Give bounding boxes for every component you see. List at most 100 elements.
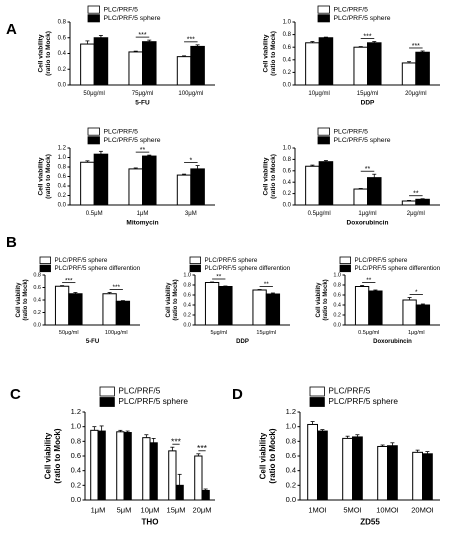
bar <box>123 432 132 501</box>
bar <box>387 445 398 501</box>
x-axis-label: Doxorubincin <box>373 339 412 345</box>
x-axis-label: Doxorubincin <box>347 220 389 227</box>
y-tick-label: 0.0 <box>283 83 292 89</box>
y-tick-label: 0.8 <box>71 436 81 445</box>
bar <box>415 304 431 326</box>
significance-label: * <box>415 289 418 296</box>
significance-label: *** <box>112 284 120 291</box>
panel-letter: A <box>6 21 17 38</box>
x-tick-label: 20μg/ml <box>405 91 426 97</box>
y-axis-label: Cell viability <box>38 157 45 195</box>
y-tick-label: 0.6 <box>58 174 67 180</box>
y-tick-label: 0.6 <box>71 451 81 460</box>
legend-swatch <box>317 5 330 14</box>
y-tick-label: 1.0 <box>283 146 292 152</box>
x-tick-label: 1μg/ml <box>408 330 425 336</box>
legend-swatch <box>317 14 330 23</box>
legend-label: PLC/PRF/5 sphere <box>104 15 161 22</box>
legend-swatch <box>87 5 100 14</box>
bar <box>128 51 143 86</box>
y-tick-label: 1.0 <box>333 272 341 278</box>
y-axis-label: (ratio to Mock) <box>268 428 277 483</box>
legend-swatch <box>317 136 330 145</box>
y-tick-label: 0.8 <box>283 32 292 38</box>
bar <box>318 37 334 86</box>
bar <box>354 286 370 326</box>
legend-label: PLC/PRF/5 sphere differention <box>55 265 141 272</box>
x-tick-label: 1μM <box>91 505 106 514</box>
bar <box>422 453 433 501</box>
x-tick-label: 5μM <box>117 505 132 514</box>
bar <box>93 37 109 86</box>
y-tick-label: 0.4 <box>333 302 341 308</box>
legend-label: PLC/PRF/5 sphere <box>355 257 408 264</box>
legend-label: PLC/PRF/5 sphere <box>334 137 391 144</box>
bar <box>352 436 363 501</box>
significance-label: *** <box>363 33 371 40</box>
bar <box>190 168 205 206</box>
significance-label: *** <box>197 443 208 453</box>
legend-swatch <box>339 256 351 264</box>
legend-swatch <box>87 127 100 136</box>
y-axis-label: (ratio to Mock) <box>45 154 52 199</box>
y-tick-label: 0.4 <box>286 466 296 475</box>
significance-label: ** <box>264 281 270 288</box>
legend-label: PLC/PRF/5 sphere <box>118 396 188 406</box>
y-tick-label: 1.0 <box>283 20 292 26</box>
x-tick-label: 15μM <box>167 505 186 514</box>
y-tick-label: 0.0 <box>71 495 81 504</box>
x-tick-label: 5MOI <box>343 505 361 514</box>
y-axis-label: Cell viability <box>263 157 270 195</box>
bar <box>402 299 417 326</box>
bar <box>102 293 117 326</box>
panel-letter: B <box>6 234 17 251</box>
bar <box>412 451 424 501</box>
bar <box>194 455 203 501</box>
x-tick-label: 10μg/ml <box>308 91 329 97</box>
legend-swatch <box>317 127 330 136</box>
bar <box>80 43 95 86</box>
y-axis-label: Cell viability <box>316 282 322 318</box>
x-tick-label: 2μg/ml <box>407 211 425 217</box>
legend-swatch <box>39 264 51 273</box>
y-tick-label: 0.2 <box>283 70 292 76</box>
x-tick-label: 3μM <box>185 211 197 217</box>
bar <box>204 282 220 326</box>
legend-label: PLC/PRF/5 <box>118 386 160 396</box>
significance-label: *** <box>412 43 420 50</box>
legend-label: PLC/PRF/5 sphere <box>334 15 391 22</box>
y-tick-label: 0.0 <box>33 322 41 328</box>
y-tick-label: 0.8 <box>183 282 191 288</box>
y-tick-label: 0.0 <box>58 203 67 209</box>
x-tick-label: 15μg/ml <box>357 91 378 97</box>
bar <box>54 285 70 326</box>
bar <box>90 429 99 501</box>
y-tick-label: 0.6 <box>283 168 292 174</box>
y-tick-label: 0.2 <box>58 193 67 199</box>
bar <box>353 188 369 206</box>
significance-label: *** <box>187 37 195 44</box>
y-tick-label: 1.0 <box>58 155 67 161</box>
y-tick-label: 0.8 <box>58 20 67 26</box>
y-tick-label: 0.6 <box>286 451 296 460</box>
y-axis-label: Cell viability <box>166 282 172 318</box>
legend-swatch <box>87 136 100 145</box>
bar <box>252 289 267 326</box>
legend-swatch <box>99 397 115 407</box>
y-tick-label: 0.6 <box>33 285 41 291</box>
x-axis-label: Mitomycin <box>126 220 158 227</box>
legend-label: PLC/PRF/5 sphere <box>205 257 258 264</box>
bar <box>93 153 109 206</box>
y-axis-label: Cell viability <box>263 34 270 72</box>
x-tick-label: 1MOI <box>308 505 326 514</box>
bar <box>377 445 389 501</box>
y-tick-label: 1.2 <box>286 407 296 416</box>
bar <box>142 155 157 206</box>
y-tick-label: 0.6 <box>283 45 292 51</box>
y-axis-label: (ratio to Mock) <box>53 428 62 483</box>
x-axis-label: DDP <box>236 339 249 345</box>
legend-label: PLC/PRF/5 <box>104 128 139 135</box>
legend-swatch <box>189 256 201 264</box>
legend-label: PLC/PRF/5 sphere <box>328 396 398 406</box>
significance-label: *** <box>138 32 146 39</box>
